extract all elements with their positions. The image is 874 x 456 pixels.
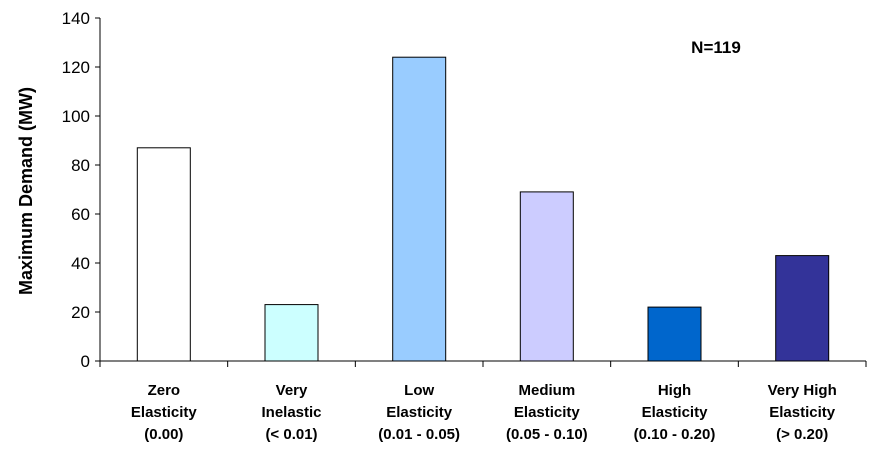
y-tick-label: 80 [71,156,90,175]
x-category-label: Very High [768,382,837,399]
bar [264,304,319,362]
y-axis-title: Maximum Demand (MW) [16,87,36,295]
x-category-label: (0.10 - 0.20) [634,426,716,443]
sample-size-annotation: N=119 [691,38,741,57]
bar [136,147,191,362]
x-category-label: High [658,382,691,399]
bar [775,255,830,362]
bar [519,191,574,362]
x-category-label: Elasticity [642,404,709,421]
x-category-label: (0.00) [144,426,183,443]
y-tick-label: 60 [71,205,90,224]
bar [647,306,702,362]
x-category-label: (0.05 - 0.10) [506,426,588,443]
x-category-label: Medium [518,382,575,399]
x-category-label: (0.01 - 0.05) [378,426,460,443]
x-category-label: Inelastic [261,404,321,421]
x-category-label: (> 0.20) [776,426,828,443]
x-category-label: Elasticity [386,404,453,421]
x-category-label: Low [404,382,434,399]
y-tick-label: 20 [71,303,90,322]
y-tick-label: 40 [71,254,90,273]
x-category-label: Elasticity [769,404,836,421]
x-category-label: Very [276,382,308,399]
plot-area: 0 20 40 60 80 100 120 140 Zero Elasticity (0.00) Ve… [62,9,867,443]
y-tick-label: 140 [62,9,90,28]
bar [392,56,447,362]
x-category-label: Zero [148,382,181,399]
x-category-label: Elasticity [131,404,198,421]
y-tick-label: 100 [62,107,90,126]
x-category-label: (< 0.01) [265,426,317,443]
y-tick-label: 120 [62,58,90,77]
y-tick-label: 0 [81,352,90,371]
x-category-label: Elasticity [514,404,581,421]
